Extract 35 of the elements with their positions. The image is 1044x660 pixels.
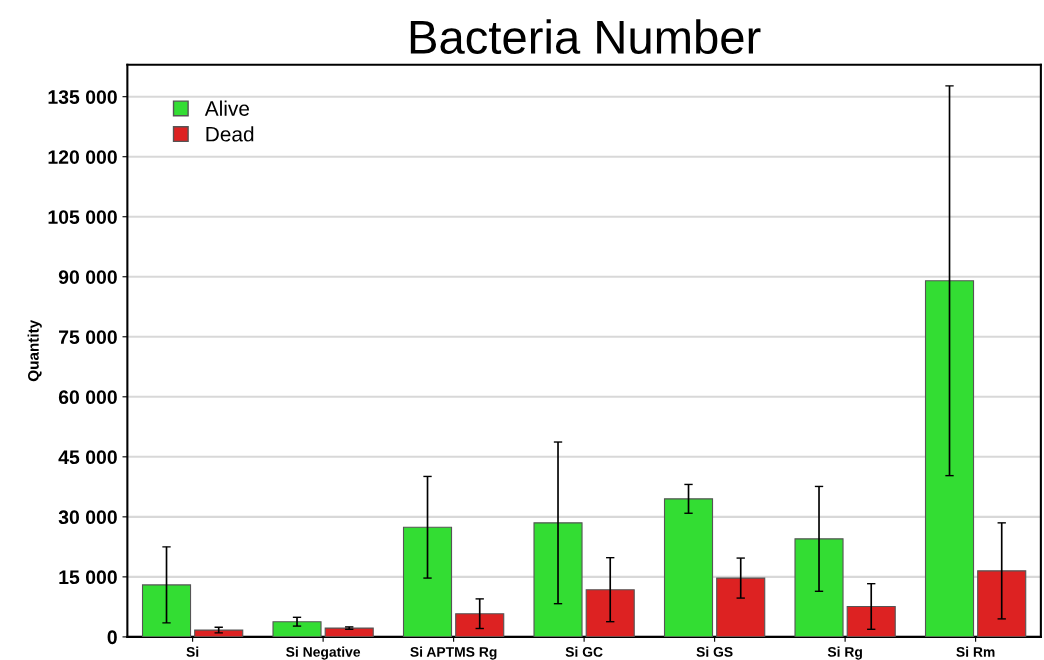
bar: [585, 589, 635, 637]
x-tick-label: Si Rg: [827, 646, 862, 660]
y-tick-label: 30 000: [58, 510, 117, 525]
bar: [846, 605, 896, 637]
x-tick-label: Si APTMS Rg: [410, 646, 497, 660]
y-tick-label: 45 000: [58, 450, 117, 465]
y-tick-label: 105 000: [48, 210, 117, 224]
x-tick-label: Si Negative: [286, 646, 361, 660]
bar: [716, 577, 766, 637]
y-tick-label: 0: [107, 630, 117, 645]
bar: [794, 538, 844, 637]
y-axis-title: Quantity: [27, 319, 42, 382]
y-tick-label: 135 000: [48, 90, 117, 104]
y-tick-label: 75 000: [59, 330, 117, 345]
bar: [663, 498, 714, 637]
bar: [141, 584, 192, 637]
bar: [533, 522, 583, 637]
legend-label: Dead: [206, 126, 254, 142]
x-tick-label: Si GS: [696, 646, 733, 657]
x-tick-label: Si GC: [565, 646, 603, 657]
bar: [324, 627, 374, 637]
chart-title: Bacteria Number: [410, 19, 761, 55]
bar: [272, 621, 322, 637]
y-tick-label: 120 000: [48, 150, 117, 164]
bar: [194, 629, 244, 637]
bar: [455, 613, 505, 637]
legend-label: Alive: [204, 100, 249, 116]
x-tick-label: Si Rm: [956, 646, 995, 657]
bar: [977, 570, 1027, 637]
bar: [924, 280, 975, 637]
y-tick-label: 90 000: [58, 270, 117, 284]
x-tick-label: Si: [186, 646, 199, 657]
y-tick-label: 60 000: [58, 390, 117, 405]
bar: [402, 526, 453, 637]
y-tick-label: 15 000: [59, 570, 117, 585]
